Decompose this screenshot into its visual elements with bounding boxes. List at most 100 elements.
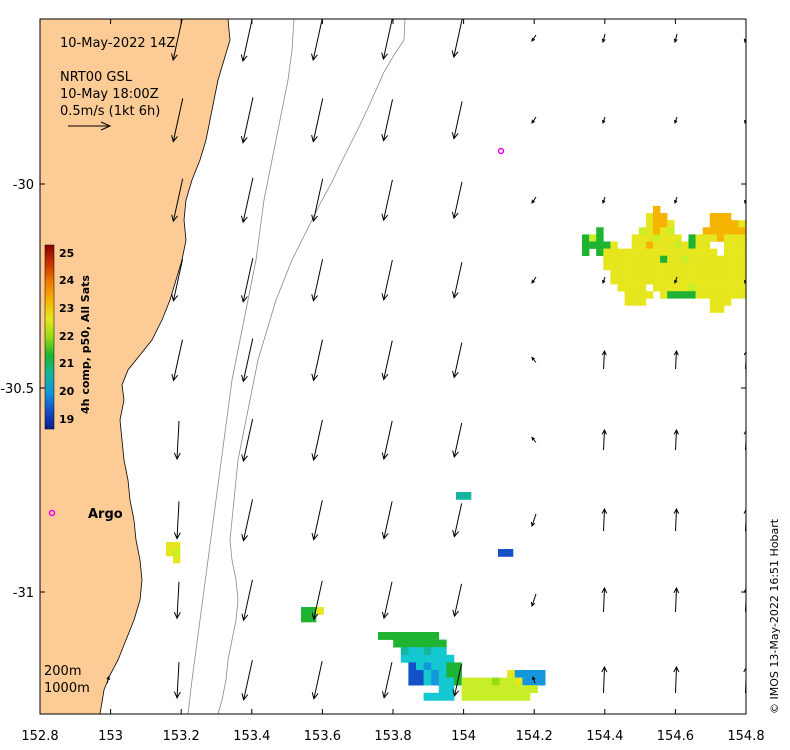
current-vector [530,593,537,608]
sst-pixel [653,213,661,221]
current-vector [381,99,394,142]
current-vector [241,499,254,542]
sst-pixel [393,632,402,640]
current-vector [601,586,608,613]
sst-pixel [610,269,618,278]
sst-pixel [638,269,647,278]
sst-pixel [653,220,661,228]
sst-pixel [617,248,625,256]
sst-pixel [408,670,417,678]
sst-pixel [638,277,647,285]
sst-pixel [645,269,654,278]
sst-pixel [681,277,689,285]
sst-pixel [638,262,647,271]
sst-pixel [716,298,725,306]
sst-pixel [596,234,604,242]
sst-pixel [423,632,432,640]
sst-pixel [731,241,739,249]
sst-pixel [709,269,718,278]
credit-text: © IMOS 13-May-2022 16:51 Hobart [768,518,781,714]
sst-pixel [716,220,725,228]
sst-pixel [695,291,703,299]
sst-pixel [760,249,767,256]
current-vector [452,342,463,379]
current-vector [673,665,680,694]
sst-pixel [624,284,632,292]
sst-pixel [400,654,409,663]
current-vector [532,675,536,684]
y-tick-label: -30.5 [0,382,34,397]
current-vector [381,179,393,222]
sst-pixel [638,241,647,249]
sst-pixel [603,241,611,249]
current-vector [381,260,393,301]
sst-pixel [716,213,725,221]
scale-vector-label: 0.5m/s (1kt 6h) [60,104,160,119]
sst-pixel [688,241,696,249]
product-name: NRT00 GSL [60,70,133,85]
sst-pixel [660,248,668,256]
x-tick-label: 153 [98,729,123,744]
colorbar-tick: 25 [59,247,74,260]
current-vector [601,665,608,694]
current-vector [451,101,463,140]
x-tick-label: 153.4 [233,729,270,744]
sst-pixel [716,284,725,292]
sst-pixel [709,262,718,271]
sst-pixel [702,248,711,256]
sst-pixel [738,241,746,249]
sst-pixel [731,234,739,242]
sst-pixel [709,277,718,285]
sst-pixel [660,220,668,228]
sst-pixel [631,234,640,242]
sst-pixel [638,227,647,235]
x-tick-label: 154 [451,729,476,744]
current-vector [530,513,537,528]
sst-pixel [456,492,464,500]
sst-pixel [408,639,417,648]
current-vector [241,660,253,701]
sst-pixel [507,685,516,694]
sst-pixel [308,607,317,615]
sst-pixel [645,227,654,235]
current-vector [381,581,393,620]
sst-pixel [681,269,689,278]
sst-pixel [582,248,590,256]
sst-pixel [596,227,604,235]
sst-pixel [469,677,478,686]
sst-pixel [431,692,440,701]
sst-pixel [667,291,675,299]
sst-pixel [173,542,181,550]
sst-pixel [738,234,746,242]
sst-pixel [610,255,618,264]
sst-pixel [423,662,432,671]
sst-pixel [499,685,508,694]
sst-pixel [514,670,523,678]
sst-pixel [688,248,696,256]
sst-pixel [738,291,746,299]
current-vector [452,664,462,697]
current-vector [240,19,253,63]
sst-pixel [681,284,689,292]
sst-pixel [731,262,739,271]
y-tick-labels: -30 -30.5 -31 [0,178,34,601]
sst-pixel [752,256,759,263]
sst-pixel [731,284,739,292]
y-tick-label: -31 [13,586,34,601]
sst-pixel [702,255,711,264]
sst-pixel [499,692,508,701]
scale-vector-arrow [68,121,112,131]
sst-pixel [514,692,523,701]
sst-pixel [674,291,682,299]
current-vector [531,276,537,284]
sst-pixel [617,269,625,278]
sst-pixel [702,284,711,292]
sst-pixel [724,298,732,306]
sst-pixel [688,277,696,285]
sst-pixel [631,284,640,292]
sst-pixel [660,255,668,264]
sst-pixel [484,677,493,686]
sst-pixel [731,227,739,235]
sst-pixel [423,692,432,701]
sst-pixel [400,632,409,640]
